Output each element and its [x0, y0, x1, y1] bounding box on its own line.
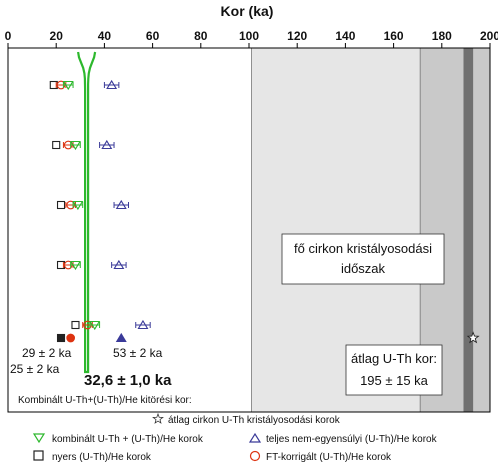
ft-corrected-average-marker	[66, 333, 76, 343]
raw-age-marker	[56, 200, 66, 210]
legend-entry-ft-korrigalt: FT-korrigált (U-Th)/He korok	[249, 450, 392, 463]
zircon-average-label-line1: átlag U-Th kor:	[351, 351, 437, 366]
combined-age-marker	[70, 260, 81, 271]
x-axis-label: Kor (ka)	[221, 3, 274, 19]
combined-age-marker	[89, 320, 101, 331]
raw-average-label: 25 ± 2 ka	[10, 362, 60, 376]
x-tick-label: 120	[287, 29, 307, 43]
zircon-average-star	[466, 331, 480, 344]
x-tick-label: 140	[335, 29, 355, 43]
zircon-average-label-box	[345, 344, 443, 396]
legend-entry-kombinalt: kombinált U-Th + (U-Th)/He korok	[32, 433, 204, 445]
legend-nyers-icon	[33, 450, 44, 461]
x-tick-label: 100	[239, 29, 259, 43]
legend-kombinalt-label: kombinált U-Th + (U-Th)/He korok	[52, 434, 204, 445]
x-tick-label: 80	[194, 29, 208, 43]
raw-average-marker	[56, 333, 66, 343]
ft-corrected-average-label: 29 ± 2 ka	[22, 346, 72, 360]
full-disequilibrium-average-marker	[115, 332, 127, 343]
zircon-average-label-line2: 195 ± 15 ka	[360, 373, 429, 388]
combined-age-marker	[72, 200, 84, 211]
raw-age-marker	[52, 140, 61, 150]
x-tick-label: 60	[146, 29, 160, 43]
sample-row-5	[71, 319, 151, 331]
full-disequilibrium-age-marker	[113, 259, 125, 270]
sample-row-1	[49, 79, 120, 91]
legend-entry-nyers: nyers (U-Th)/He korok	[33, 450, 152, 463]
combined-age-density-curve	[77, 51, 97, 374]
x-axis: 0 20 40 60 80 100 120 140 160 180 200 Kor (ka)	[5, 3, 498, 49]
sample-row-4	[56, 259, 127, 271]
sample-row-3	[56, 199, 129, 211]
full-disequilibrium-age-marker	[106, 79, 118, 90]
combined-age-marker	[70, 140, 81, 151]
x-tick-label: 20	[50, 29, 64, 43]
legend-star-icon	[152, 412, 164, 424]
zircon-average-label: átlag U-Th kor: 195 ± 15 ka	[345, 344, 443, 396]
x-tick-label: 40	[98, 29, 112, 43]
sample-row-2	[52, 139, 115, 151]
legend-star-label: átlag cirkon U-Th kristályosodási korok	[168, 415, 341, 426]
legend-ft-korrigalt-label: FT-korrigált (U-Th)/He korok	[266, 452, 392, 463]
average-markers	[56, 332, 127, 343]
full-disequilibrium-age-marker	[115, 199, 127, 210]
full-disequilibrium-age-marker	[101, 139, 113, 150]
legend-nyers-label: nyers (U-Th)/He korok	[52, 452, 152, 463]
raw-age-marker	[71, 320, 80, 330]
zircon-period-label: fő cirkon kristályosodási időszak	[281, 233, 445, 285]
x-tick-label: 180	[432, 29, 452, 43]
legend-teljes-label: teljes nem-egyensúlyi (U-Th)/He korok	[266, 434, 438, 445]
legend: átlag cirkon U-Th kristályosodási korok …	[32, 412, 438, 463]
sample-rows	[49, 79, 151, 331]
legend-entry-teljes: teljes nem-egyensúlyi (U-Th)/He korok	[248, 432, 438, 445]
zircon-period-label-line2: időszak	[341, 261, 386, 276]
zircon-period-label-line1: fő cirkon kristályosodási	[294, 241, 432, 256]
legend-kombinalt-icon	[32, 433, 46, 444]
combined-age-marker	[62, 80, 74, 91]
legend-ft-korrigalt-icon	[249, 450, 261, 462]
combined-result-caption: Kombinált U-Th+(U-Th)/He kitörési kor:	[18, 395, 192, 406]
x-tick-label: 200	[480, 29, 498, 43]
combined-result-value: 32,6 ± 1,0 ka	[84, 372, 172, 389]
x-tick-label: 160	[384, 29, 404, 43]
full-disequilibrium-age-marker	[137, 319, 149, 330]
legend-teljes-icon	[248, 432, 262, 443]
x-ticks: 0 20 40 60 80 100 120 140 160 180 200	[5, 29, 498, 48]
full-disequilibrium-average-label: 53 ± 2 ka	[113, 346, 163, 360]
legend-entry-star: átlag cirkon U-Th kristályosodási korok	[152, 412, 341, 426]
zircon-period-label-box	[281, 233, 445, 285]
zircon-average-star-marker	[466, 331, 480, 344]
band-dark	[463, 48, 474, 412]
x-tick-label: 0	[5, 29, 12, 43]
